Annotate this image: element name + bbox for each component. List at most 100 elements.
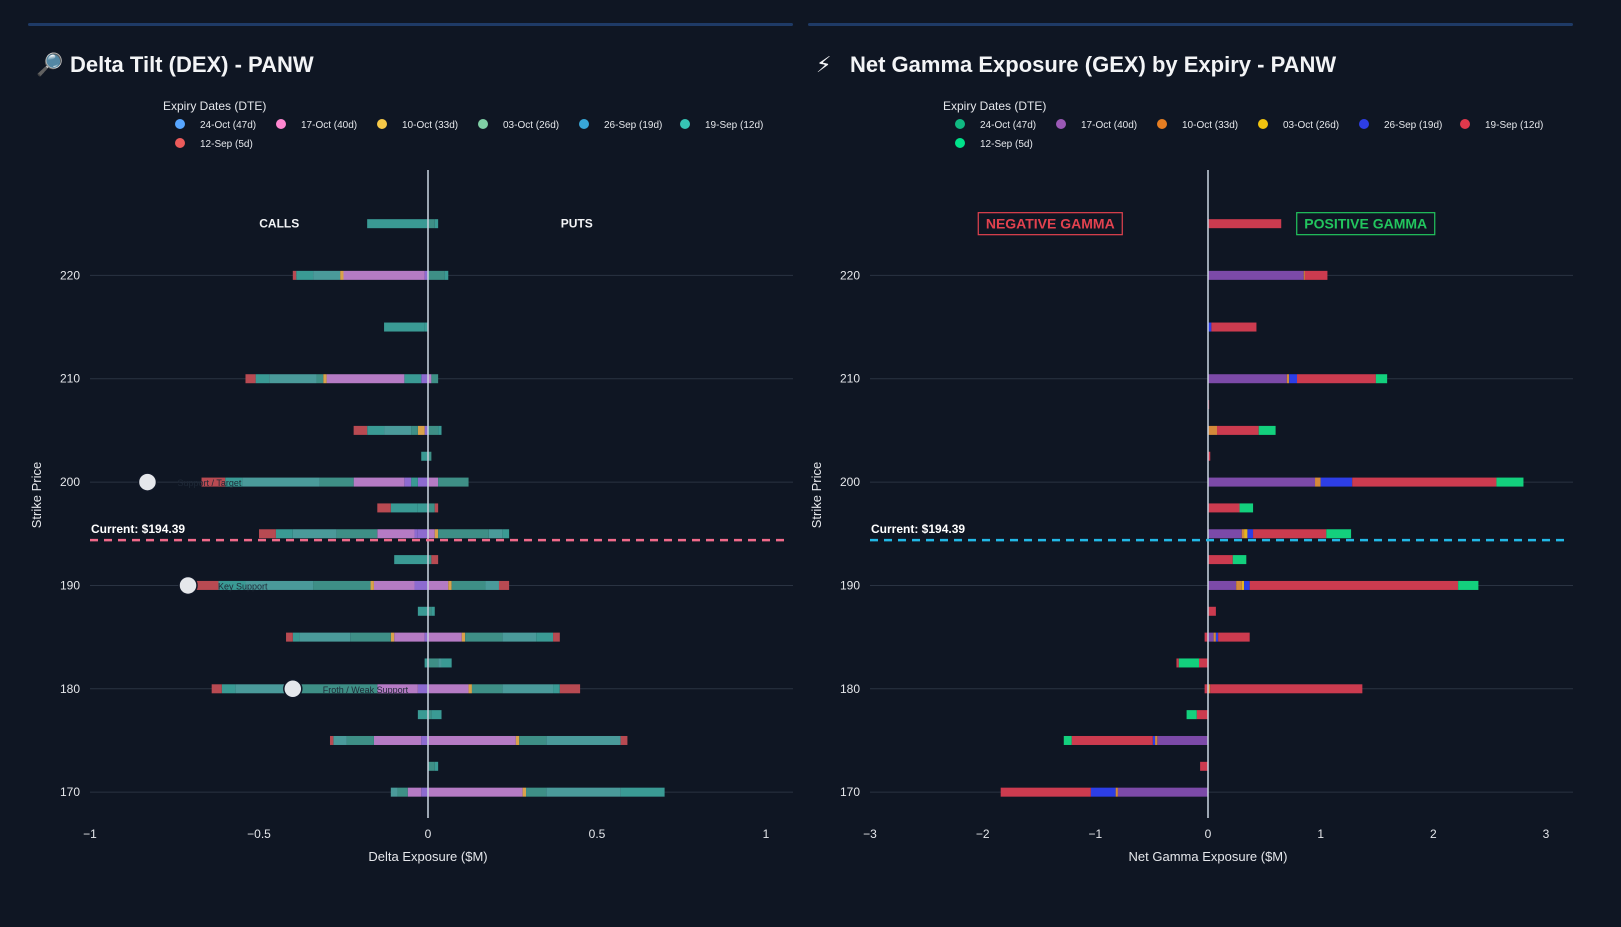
dex-bar: [424, 270, 428, 280]
dex-bar: [428, 477, 439, 487]
dex-bar: [370, 580, 374, 590]
gex-xtick-label: −3: [863, 827, 877, 841]
dex-bar: [191, 580, 219, 590]
dex-annotation-label: Key Support: [218, 581, 268, 591]
gex-legend-label: 12-Sep (5d): [980, 139, 1033, 150]
dex-bar: [255, 374, 270, 384]
gex-title: ⚡ Net Gamma Exposure (GEX) by Expiry - PA…: [816, 52, 1336, 78]
dex-bar: [438, 425, 442, 435]
dex-legend-label: 10-Oct (33d): [402, 120, 458, 131]
dex-legend-label: 19-Sep (12d): [705, 120, 763, 131]
dex-bar: [438, 477, 469, 487]
dex-bar: [367, 219, 428, 229]
gex-ytick-label: 180: [840, 682, 860, 696]
gex-positive-gamma-label: POSITIVE GAMMA: [1304, 216, 1427, 232]
gex-bar: [1115, 787, 1118, 797]
dex-bar: [428, 451, 432, 461]
dex-legend-label: 12-Sep (5d): [200, 139, 253, 150]
dex-bar: [292, 270, 297, 280]
gex-legend-marker: [1258, 119, 1268, 129]
gex-panel: Expiry Dates (DTE) 24-Oct (47d) 17-Oct (40…: [808, 0, 1573, 927]
gex-chart: Expiry Dates (DTE) 24-Oct (47d) 17-Oct (40…: [809, 99, 1573, 864]
gex-bar: [1198, 658, 1208, 668]
dex-bar: [346, 735, 374, 745]
gex-title-text: Net Gamma Exposure (GEX) by Expiry - PAN…: [850, 52, 1337, 77]
gex-bar: [1249, 580, 1459, 590]
gex-bar: [1208, 451, 1211, 461]
gex-bar: [1196, 710, 1208, 720]
dex-bar: [421, 451, 428, 461]
gex-bar: [1236, 580, 1242, 590]
gex-bar: [1247, 529, 1254, 539]
dex-ytick-label: 210: [60, 372, 80, 386]
dex-bar: [428, 503, 435, 513]
dex-bar: [394, 632, 425, 642]
dex-bar: [377, 684, 418, 694]
dex-bar: [390, 503, 418, 513]
dex-bar: [502, 684, 554, 694]
gex-bar: [1352, 477, 1497, 487]
dex-bar: [485, 580, 499, 590]
dex-bar: [428, 270, 445, 280]
gex-legend-marker: [1157, 119, 1167, 129]
dex-bar: [417, 425, 425, 435]
dex-legend-label: 24-Oct (47d): [200, 120, 256, 131]
dex-bar: [353, 477, 405, 487]
dex-bar: [417, 529, 428, 539]
dex-bar: [367, 425, 385, 435]
gex-bar: [1208, 477, 1316, 487]
gex-ytick-label: 200: [840, 475, 860, 489]
dex-bar: [414, 529, 418, 539]
dex-bar: [296, 270, 314, 280]
dex-legend-marker: [175, 138, 185, 148]
dex-bar: [502, 529, 510, 539]
dex-bar: [431, 555, 439, 565]
dex-puts-label: PUTS: [561, 217, 593, 231]
gex-current-price-label: Current: $194.39: [871, 522, 965, 536]
gex-bar: [1253, 529, 1327, 539]
dex-bar: [353, 425, 368, 435]
dex-bar: [421, 787, 428, 797]
dex-bar: [498, 580, 510, 590]
dex-bar: [461, 632, 466, 642]
dex-bar: [424, 658, 428, 668]
dex-bar: [428, 580, 449, 590]
gex-bar: [1157, 735, 1208, 745]
gex-bar: [1217, 425, 1259, 435]
dex-bar: [299, 632, 351, 642]
dex-bar: [245, 580, 314, 590]
gex-legend-label: 10-Oct (33d): [1182, 120, 1238, 131]
dex-bar: [343, 270, 425, 280]
dex-bar: [373, 580, 415, 590]
gex-bar: [1320, 477, 1353, 487]
dex-bar: [225, 477, 243, 487]
dex-legend-title: Expiry Dates (DTE): [163, 99, 266, 113]
dex-bar: [431, 710, 442, 720]
gex-bar: [1244, 529, 1248, 539]
gex-bar: [1208, 606, 1216, 616]
dex-bar: [404, 477, 412, 487]
gex-bar: [1232, 555, 1247, 565]
gex-bar: [1215, 632, 1219, 642]
dex-legend-label: 17-Oct (40d): [301, 120, 357, 131]
gex-legend-title: Expiry Dates (DTE): [943, 99, 1046, 113]
gex-bar: [1000, 787, 1091, 797]
dex-bar: [515, 735, 520, 745]
dex-bar: [397, 787, 408, 797]
gex-xtick-label: 2: [1430, 827, 1437, 841]
dex-title-text: Delta Tilt (DEX) - PANW: [70, 52, 314, 77]
dex-bar: [620, 735, 628, 745]
dex-bar: [313, 580, 371, 590]
gex-bar: [1208, 270, 1304, 280]
gex-positive-gamma-box: [1296, 212, 1436, 236]
gex-bar: [1063, 735, 1072, 745]
dex-legend-label: 03-Oct (26d): [503, 120, 559, 131]
dex-bar: [553, 632, 560, 642]
dex-bar: [373, 735, 422, 745]
gex-xtick-label: 1: [1317, 827, 1324, 841]
dex-bar: [428, 219, 435, 229]
dex-legend-marker: [175, 119, 185, 129]
gex-bar: [1186, 710, 1197, 720]
gex-bar: [1071, 735, 1153, 745]
dex-xtick-label: 0.5: [589, 827, 606, 841]
